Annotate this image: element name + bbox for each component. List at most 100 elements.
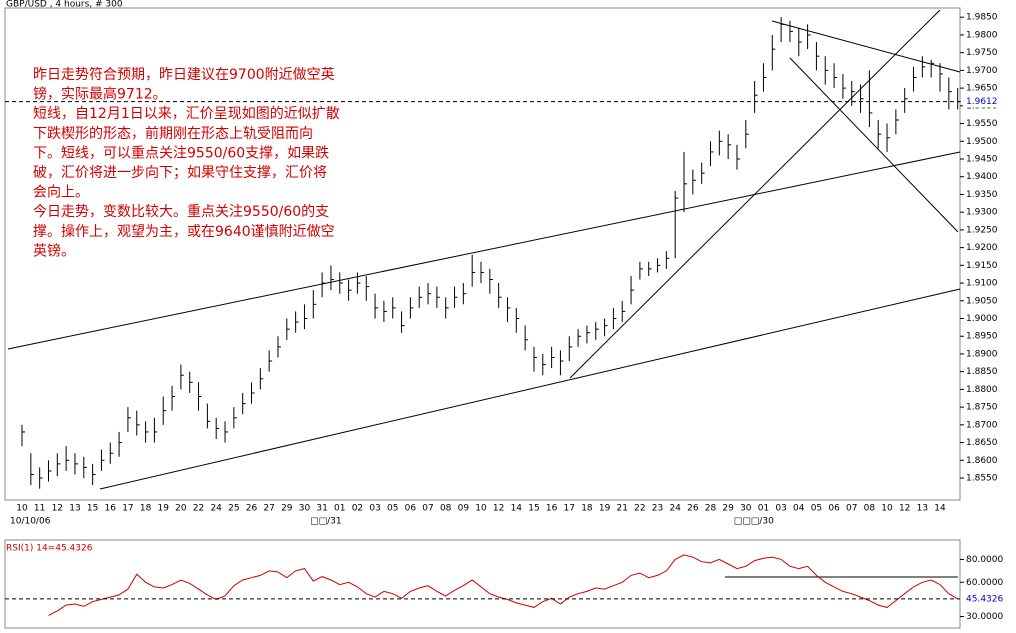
x-tick-label: 30 <box>299 504 311 514</box>
x-tick-label: 13 <box>69 504 80 514</box>
x-tick-label: □□/31 <box>310 517 342 527</box>
y-tick-label: 1.8800 <box>966 385 998 395</box>
x-tick-label: 12 <box>899 504 910 514</box>
y-tick-label: 1.9650 <box>966 84 998 94</box>
x-tick-label: 13 <box>917 504 928 514</box>
y-tick-label: 1.9250 <box>966 225 998 235</box>
y-tick-label: 1.9100 <box>966 279 998 289</box>
x-tick-label: 06 <box>405 504 417 514</box>
x-tick-label: 26 <box>246 504 258 514</box>
x-tick-label: 08 <box>440 504 452 514</box>
current-value-label: 1.9612 <box>966 97 998 107</box>
y-tick-label: 1.8850 <box>966 367 998 377</box>
current-value-box <box>963 592 1013 605</box>
annotation: 镑，实际最高9712。 <box>33 86 167 103</box>
x-tick-label: 10 <box>475 504 487 514</box>
x-tick-label: 31 <box>316 504 327 514</box>
annotation: 今日走势，变数比较大。重点关注9550/60的支 <box>33 204 329 220</box>
y-tick-label: 1.8550 <box>966 474 998 484</box>
x-tick-label: 15 <box>87 504 98 514</box>
y-tick-label: 30.0000 <box>966 612 1003 622</box>
x-tick-label: 08 <box>864 504 876 514</box>
y-tick-label: 80.0000 <box>966 555 1003 565</box>
x-tick-label: 05 <box>387 504 398 514</box>
x-tick-label: 29 <box>722 504 734 514</box>
y-tick-label: 1.9350 <box>966 190 998 200</box>
trendline <box>99 288 961 490</box>
x-tick-label: 23 <box>652 504 663 514</box>
x-tick-label: 22 <box>634 504 645 514</box>
x-tick-label: 20 <box>175 504 187 514</box>
x-tick-label: 06 <box>828 504 840 514</box>
x-tick-label: 19 <box>158 504 170 514</box>
trendlines <box>7 9 961 578</box>
x-tick-label: 17 <box>564 504 575 514</box>
y-tick-label: 1.9200 <box>966 243 998 253</box>
x-tick-label: 01 <box>334 504 345 514</box>
x-tick-label: 03 <box>775 504 786 514</box>
y-tick-label: 1.9700 <box>966 66 998 76</box>
annotation: 短线，自12月1日以来，汇价呈现如图的近似扩散 <box>33 106 340 122</box>
x-tick-label: 07 <box>422 504 433 514</box>
x-tick-label: 19 <box>599 504 611 514</box>
x-tick-label: 03 <box>369 504 380 514</box>
x-tick-label: 18 <box>581 504 593 514</box>
x-tick-label: 17 <box>122 504 133 514</box>
x-tick-label: 14 <box>934 504 946 514</box>
chart-title: GBP/USD , 4 hours, # 300 <box>6 0 123 10</box>
y-tick-label: 1.9000 <box>966 314 998 324</box>
x-tick-label: 12 <box>52 504 63 514</box>
x-tick-label: 10 <box>16 504 28 514</box>
x-tick-label: 18 <box>140 504 152 514</box>
trendline <box>569 9 941 379</box>
y-tick-label: 1.9150 <box>966 261 998 271</box>
y-tick-label: 1.9050 <box>966 296 998 306</box>
x-tick-label: 04 <box>793 504 805 514</box>
x-tick-label: 11 <box>34 504 45 514</box>
y-tick-label: 1.8900 <box>966 349 998 359</box>
x-tick-label: 12 <box>493 504 504 514</box>
x-tick-label: 30 <box>740 504 752 514</box>
x-tick-label: 15 <box>528 504 539 514</box>
annotation: 撑。操作上，观望为主，或在9640谨慎附近做空 <box>33 224 335 240</box>
y-tick-label: 1.9750 <box>966 48 998 58</box>
x-tick-label: 16 <box>105 504 117 514</box>
x-tick-label: 24 <box>669 504 681 514</box>
annotation: 昨日走势符合预期，昨日建议在9700附近做空英 <box>33 66 335 83</box>
y-tick-label: 1.9550 <box>966 119 998 129</box>
rsi-title: RSI(1) 14=45.4326 <box>6 544 93 554</box>
y-tick-label: 1.8950 <box>966 332 998 342</box>
x-tick-label: 01 <box>758 504 769 514</box>
annotation: 下。短线，可以重点关注9550/60支撑，如果跌 <box>33 145 329 161</box>
x-tick-label: 28 <box>705 504 717 514</box>
y-tick-label: 1.9450 <box>966 155 998 165</box>
trendline <box>789 57 959 233</box>
x-tick-label: 05 <box>811 504 822 514</box>
trendline <box>7 151 961 350</box>
annotation: 下跌楔形的形态，前期刚在形态上轨受阻而向 <box>33 125 313 142</box>
rsi-panel <box>4 539 961 629</box>
x-tick-label: 07 <box>846 504 857 514</box>
x-tick-label: 10/10/06 <box>10 517 51 527</box>
annotation: 破，汇价将进一步向下；如果守住支撑，汇价将 <box>33 165 327 181</box>
x-tick-label: 25 <box>228 504 239 514</box>
y-tick-label: 1.9850 <box>966 13 998 23</box>
x-tick-label: □□□/30 <box>734 517 774 527</box>
y-tick-label: 1.9300 <box>966 208 998 218</box>
y-tick-label: 1.8700 <box>966 420 998 430</box>
x-tick-label: 24 <box>210 504 222 514</box>
x-tick-label: 02 <box>352 504 363 514</box>
rsi-line <box>48 554 958 616</box>
y-tick-label: 1.8650 <box>966 438 998 448</box>
x-tick-label: 21 <box>617 504 628 514</box>
y-tick-label: 60.0000 <box>966 578 1003 588</box>
annotation: 会向上。 <box>33 185 89 201</box>
price-panel <box>4 7 961 501</box>
current-value-box <box>963 95 1013 108</box>
y-tick-label: 1.9400 <box>966 172 998 182</box>
annotation: 英镑。 <box>33 242 75 259</box>
trendline <box>771 20 961 73</box>
x-tick-label: 10 <box>881 504 893 514</box>
